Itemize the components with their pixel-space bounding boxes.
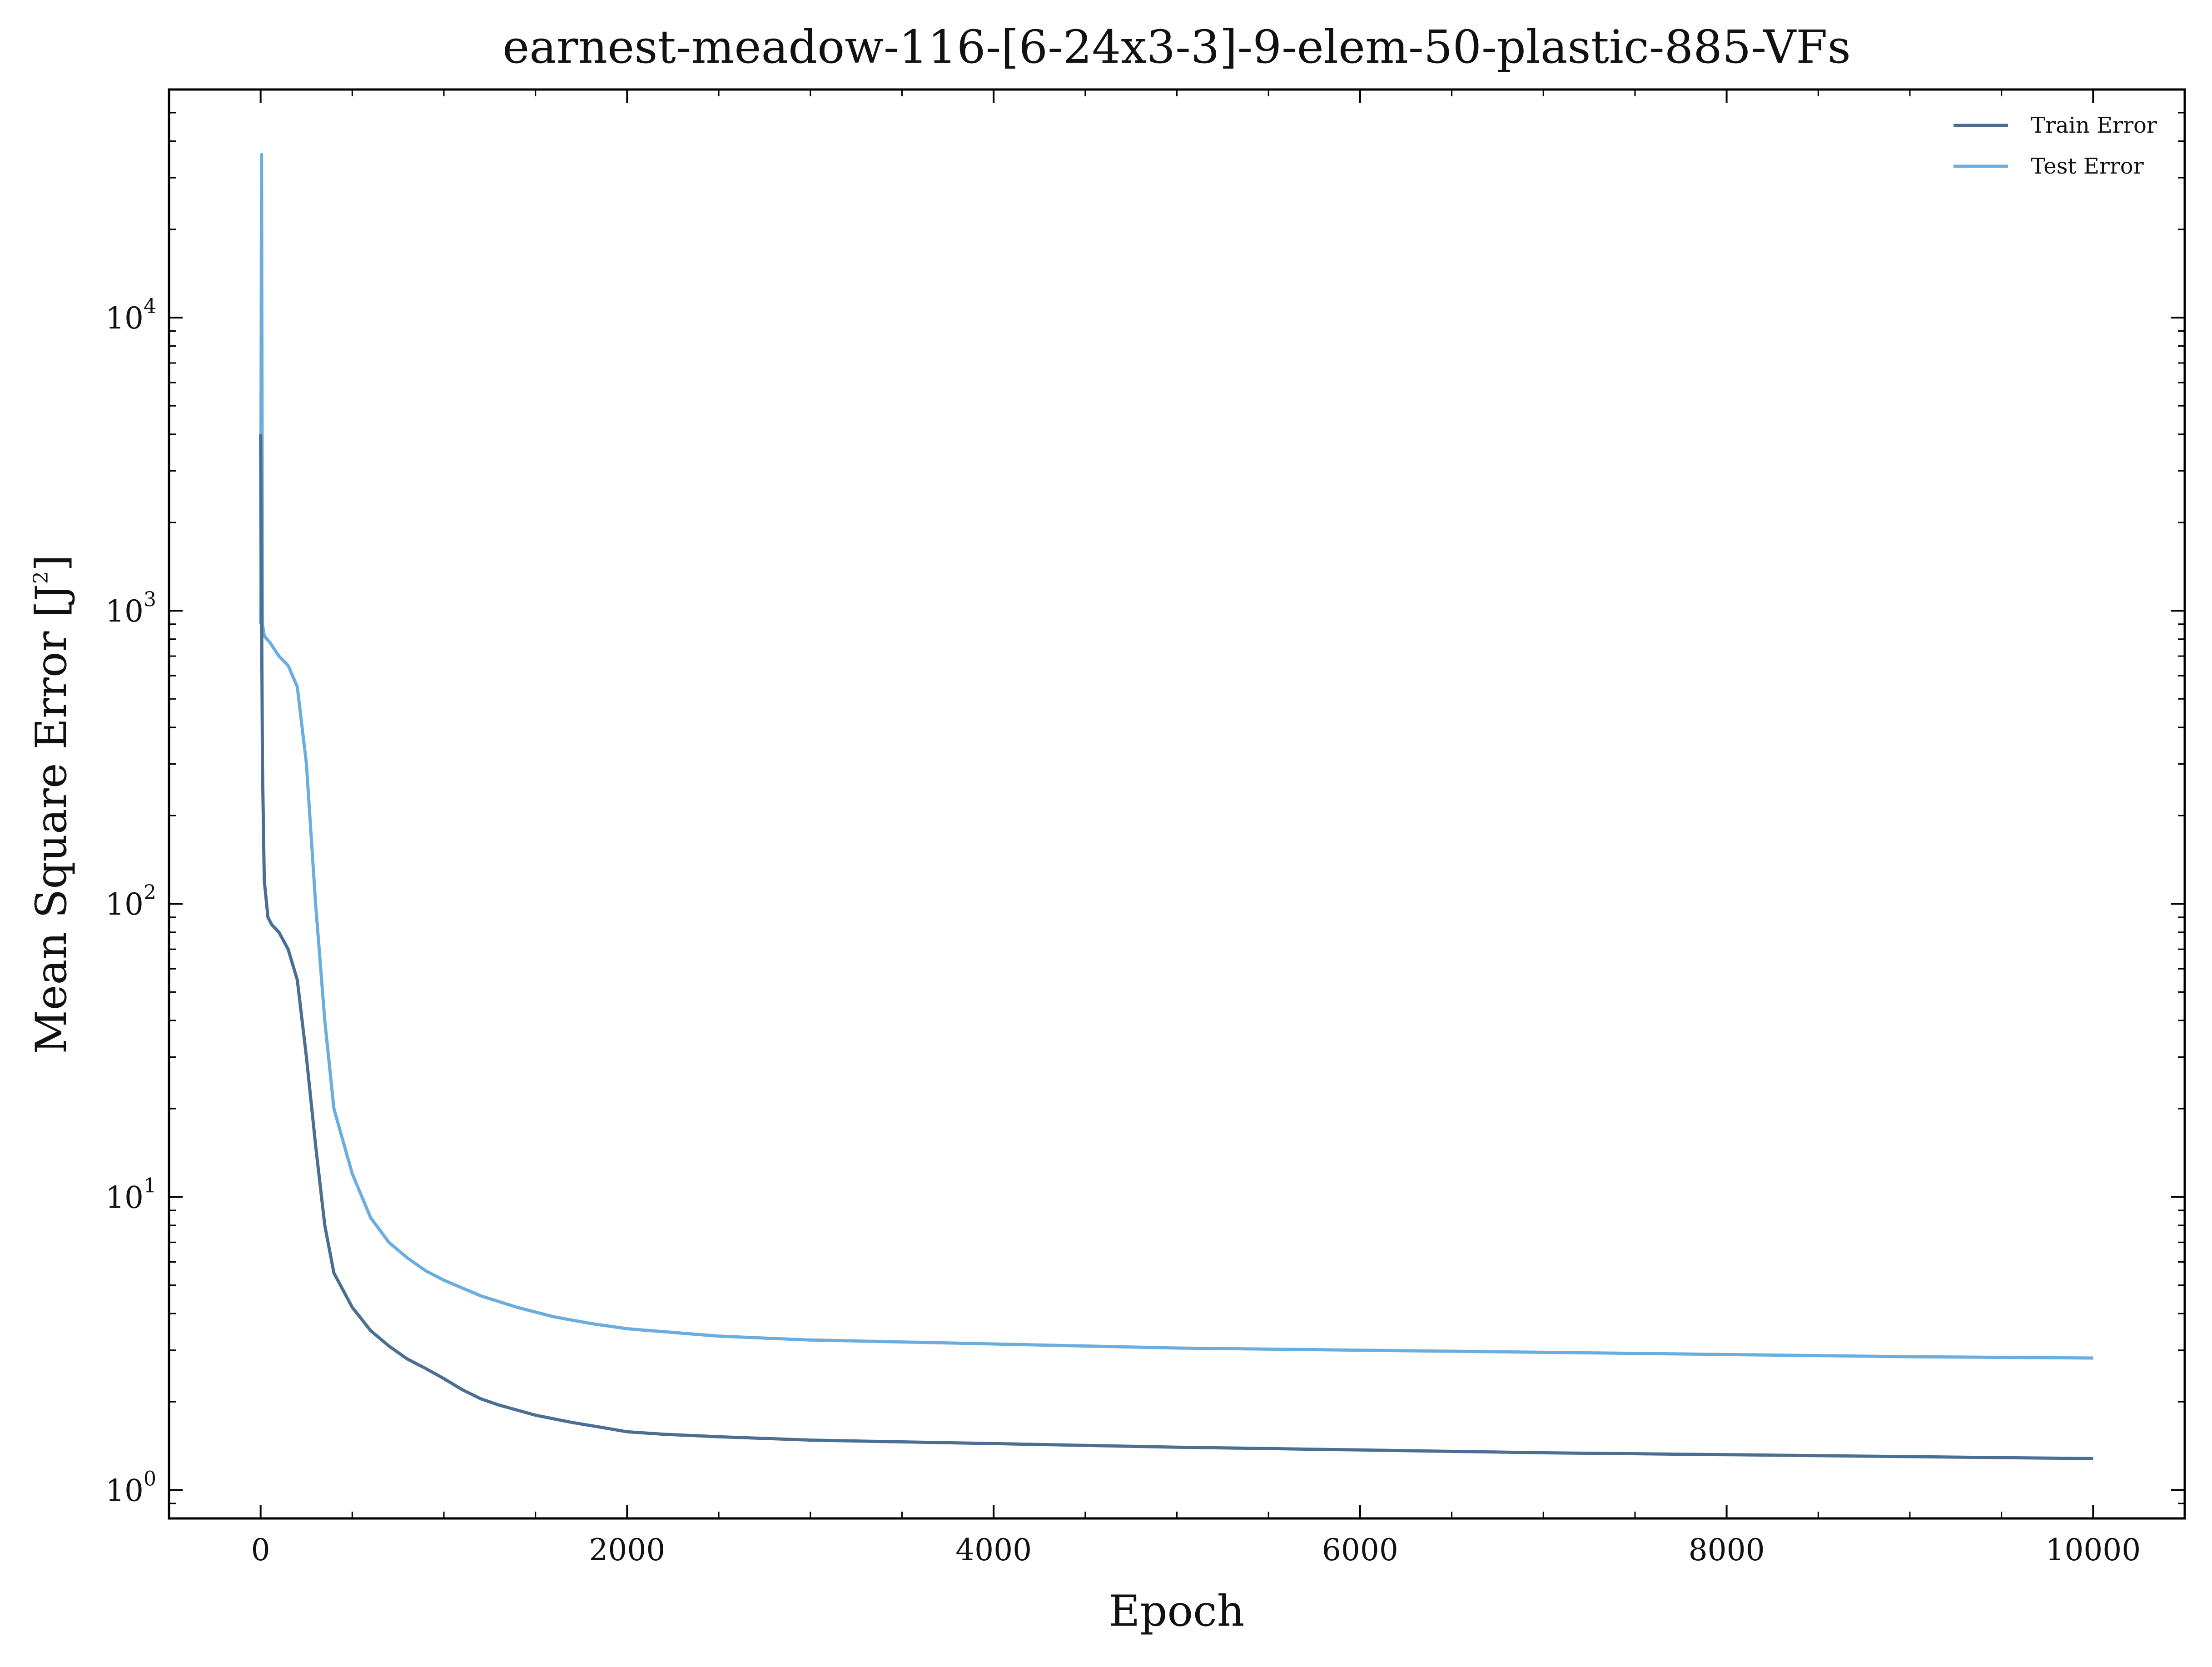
legend-label: Train Error bbox=[2031, 113, 2157, 138]
plot-frame bbox=[168, 88, 2186, 1520]
y-axis-label-end: ] bbox=[27, 555, 76, 572]
x-tick-label: 6000 bbox=[1322, 1533, 1398, 1567]
y-axis-label: Mean Square Error [J2] bbox=[27, 555, 76, 1054]
series-layer bbox=[259, 153, 2093, 1460]
x-axis-ticks: 0 2000 4000 6000 8000 10000 bbox=[168, 90, 2186, 1567]
x-tick-label: 4000 bbox=[955, 1533, 1032, 1567]
y-axis-ticks: 100 101 102 103 104 bbox=[105, 89, 2185, 1519]
x-axis-label: Epoch bbox=[1109, 1587, 1245, 1636]
y-tick-label: 100 bbox=[105, 1467, 156, 1508]
y-tick-label: 103 bbox=[105, 588, 156, 629]
series-line-train-error bbox=[259, 434, 2093, 1460]
y-axis-label-sup: 2 bbox=[30, 571, 53, 584]
x-tick-label: 2000 bbox=[589, 1533, 665, 1567]
legend: Train Error Test Error bbox=[1954, 113, 2157, 179]
series-line-test-error bbox=[259, 153, 2093, 1360]
y-tick-label: 101 bbox=[105, 1174, 156, 1215]
x-tick-label: 0 bbox=[251, 1533, 270, 1567]
y-tick-label: 104 bbox=[105, 295, 156, 336]
chart-title: earnest-meadow-116-[6-24x3-3]-9-elem-50-… bbox=[502, 20, 1851, 74]
y-tick-label: 102 bbox=[105, 881, 156, 922]
y-axis-label-main: Mean Square Error [J bbox=[27, 584, 76, 1054]
x-tick-label: 8000 bbox=[1689, 1533, 1765, 1567]
x-tick-label: 10000 bbox=[2045, 1533, 2141, 1567]
legend-label: Test Error bbox=[2031, 154, 2144, 179]
